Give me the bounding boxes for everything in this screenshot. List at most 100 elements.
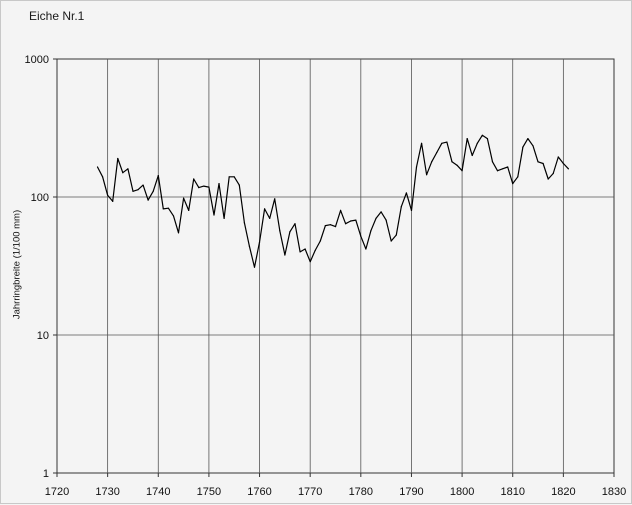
data-point [137, 189, 139, 191]
data-point [390, 240, 392, 242]
data-point [375, 217, 377, 219]
data-point [415, 166, 418, 168]
data-point [264, 208, 266, 210]
data-point [274, 198, 276, 200]
series-lines [96, 134, 570, 268]
data-point [385, 219, 387, 221]
data-point [370, 230, 372, 232]
data-point [496, 170, 499, 172]
x-tick-label: 1800 [450, 486, 474, 498]
data-point [122, 172, 124, 174]
data-point [522, 146, 524, 148]
data-point [400, 206, 402, 208]
data-point [436, 151, 438, 154]
x-tick-label: 1790 [399, 486, 423, 498]
data-point [132, 190, 134, 192]
data-point [294, 223, 296, 225]
data-point [203, 185, 205, 187]
data-point [223, 217, 225, 219]
data-point [228, 176, 230, 178]
data-point [431, 161, 433, 163]
data-point [253, 266, 256, 268]
data-point [446, 141, 448, 143]
data-point [507, 166, 509, 168]
data-point [218, 183, 220, 185]
chart-title: Eiche Nr.1 [29, 9, 85, 23]
data-point [537, 161, 539, 163]
data-point [314, 249, 316, 252]
data-point [142, 184, 144, 186]
data-point [410, 209, 413, 211]
data-point [350, 220, 352, 222]
data-point [380, 211, 382, 213]
data-point [471, 154, 473, 157]
data-point [289, 231, 291, 233]
x-axis-ticks: 1720 1730 1740 1750 1760 1770 1780 1790 1800 1810… [45, 473, 626, 498]
data-point [481, 134, 483, 136]
data-point [127, 168, 129, 170]
x-tick-label: 1730 [95, 486, 119, 498]
data-point [279, 230, 281, 232]
data-point [117, 157, 119, 160]
data-point [461, 170, 463, 172]
data-point [562, 162, 564, 165]
data-point [532, 145, 534, 147]
data-point [101, 176, 104, 178]
data-point [198, 186, 200, 189]
data-point [233, 176, 235, 178]
data-point [329, 224, 332, 226]
data-point [420, 142, 423, 144]
x-tick-label: 1770 [298, 486, 322, 498]
data-point [319, 240, 321, 242]
x-tick-label: 1760 [247, 486, 271, 498]
data-point [96, 166, 99, 168]
data-point [552, 172, 554, 175]
data-point [502, 168, 504, 170]
plot-area [56, 58, 615, 474]
data-point [324, 225, 326, 227]
data-point [345, 223, 347, 225]
data-point [208, 186, 210, 188]
data-point [542, 162, 544, 165]
data-point [248, 245, 251, 247]
data-point [491, 161, 494, 163]
y-axis-ticks: 1 10 100 1000 [25, 54, 57, 480]
data-point [147, 199, 149, 201]
data-point [360, 235, 362, 237]
data-point [213, 214, 215, 216]
x-tick-label: 1720 [45, 486, 69, 498]
data-point [517, 176, 519, 178]
data-point [177, 232, 180, 234]
data-point [243, 222, 245, 224]
data-point [567, 168, 570, 170]
data-point [334, 226, 337, 228]
y-tick-label: 10 [37, 330, 49, 342]
series-line [96, 134, 569, 268]
data-point [456, 164, 458, 166]
data-point [193, 178, 195, 180]
data-point [512, 183, 514, 185]
data-point [152, 190, 154, 192]
data-point [188, 209, 190, 211]
data-point [107, 194, 109, 196]
data-point [557, 156, 559, 158]
data-point [486, 137, 489, 140]
data-point [182, 197, 185, 199]
data-point [167, 207, 169, 209]
data-point [258, 241, 261, 243]
x-tick-label: 1750 [197, 486, 221, 498]
data-point [405, 192, 407, 194]
x-tick-label: 1820 [551, 486, 575, 498]
data-point [339, 209, 342, 211]
data-point [451, 161, 453, 163]
grid-lines [57, 59, 614, 473]
y-tick-label: 1 [43, 468, 49, 480]
data-point [238, 184, 240, 186]
data-point [162, 208, 164, 210]
data-point [269, 217, 271, 219]
x-tick-label: 1810 [500, 486, 524, 498]
data-point [304, 248, 306, 250]
y-tick-label: 1000 [25, 54, 49, 66]
